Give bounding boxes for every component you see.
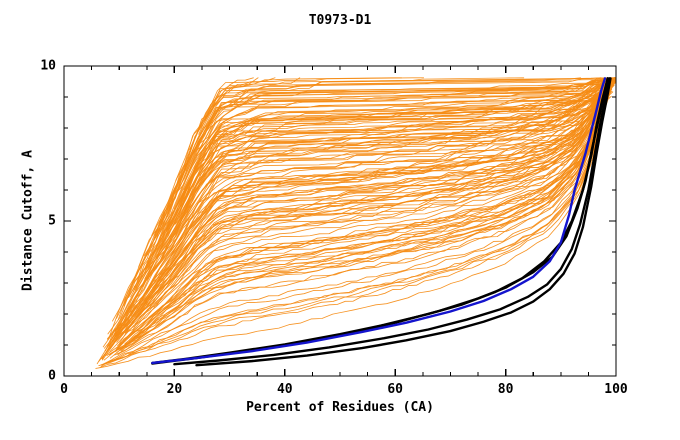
y-tick-label: 0 <box>48 368 56 384</box>
x-tick-label: 40 <box>276 382 293 397</box>
x-tick-label: 20 <box>166 382 183 397</box>
y-axis-label: Distance Cutoff, A <box>20 150 36 291</box>
data-curves <box>95 77 616 369</box>
x-axis-label: Percent of Residues (CA) <box>246 400 434 415</box>
y-tick-label: 5 <box>48 213 56 229</box>
axes-frame <box>63 65 617 377</box>
x-tick-label: 100 <box>604 382 628 397</box>
page-title: T0973-D1 <box>308 13 372 28</box>
x-tick-label: 0 <box>60 382 68 397</box>
x-tick-label: 60 <box>387 382 404 397</box>
y-tick-label: 10 <box>40 58 56 74</box>
x-tick-label: 80 <box>497 382 514 397</box>
